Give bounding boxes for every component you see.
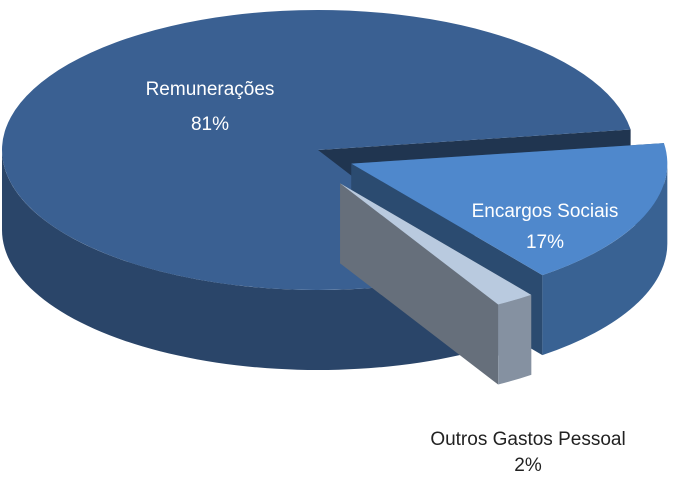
slice-side: [340, 183, 499, 385]
slice-wall: [2, 150, 476, 370]
value-label: 2%: [514, 455, 542, 476]
value-label: 17%: [526, 232, 564, 253]
slice-label: Outros Gastos Pessoal: [430, 429, 625, 450]
slice-label: Remunerações: [146, 79, 275, 100]
value-label: 81%: [191, 114, 229, 135]
slice: [340, 183, 532, 305]
slice: [1, 9, 631, 290]
slice-wall: [498, 294, 532, 385]
slice: [351, 143, 668, 276]
slice-label: Encargos Sociais: [472, 201, 619, 222]
slice-wall: [542, 163, 668, 356]
